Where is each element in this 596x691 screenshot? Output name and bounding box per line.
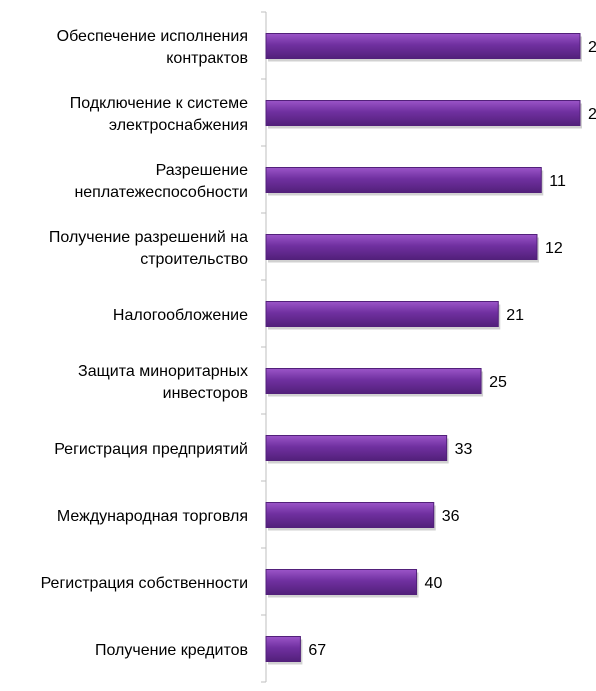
category-label: Подключение к системе электроснабжения (70, 95, 248, 134)
category-label: Международная торговля (57, 508, 248, 525)
data-label: 11 (549, 173, 566, 190)
data-label: 25 (489, 374, 507, 391)
category-label: Защита миноритарных инвесторов (78, 363, 248, 402)
category-label-line: Международная торговля (57, 508, 248, 525)
category-label: Разрешение неплатежеспособности (74, 162, 248, 201)
category-label: Обеспечение исполнения контрактов (57, 28, 248, 67)
category-label-line: Обеспечение исполнения (57, 28, 248, 45)
category-label: Получение разрешений на строительство (49, 229, 248, 268)
data-label: 36 (442, 508, 460, 525)
data-label: 21 (506, 307, 524, 324)
bar (265, 502, 435, 528)
category-label-line: Разрешение (156, 162, 249, 179)
data-label: 12 (545, 240, 563, 257)
category-label: Регистрация предприятий (54, 441, 248, 458)
category-label-line: Защита миноритарных (78, 363, 248, 380)
category-label-line: Регистрация предприятий (54, 441, 248, 458)
category-label-line: строительство (140, 251, 248, 268)
labels-layer: 2 Обеспечение исполнения контрактов 2 Подклю… (41, 28, 596, 659)
bar (265, 435, 448, 461)
category-label-line: Получение разрешений на (49, 229, 248, 246)
category-label-line: Регистрация собственности (41, 575, 248, 592)
data-label: 33 (455, 441, 473, 458)
bar (265, 100, 581, 126)
data-label: 67 (308, 642, 326, 659)
bar (265, 167, 542, 193)
bar (265, 234, 538, 260)
category-label-line: контрактов (166, 50, 248, 67)
bar (265, 368, 482, 394)
bar (265, 301, 499, 327)
category-label-line: инвесторов (163, 385, 248, 402)
category-label-line: Подключение к системе (70, 95, 248, 112)
bars-layer (265, 33, 582, 665)
category-label-line: электроснабжения (109, 117, 248, 134)
category-label-line: Налогообложение (113, 307, 248, 324)
category-label-line: неплатежеспособности (74, 184, 248, 201)
data-label: 40 (425, 575, 443, 592)
axis-layer (261, 11, 267, 683)
category-label: Получение кредитов (95, 642, 248, 659)
bar (265, 636, 301, 662)
category-label: Регистрация собственности (41, 575, 248, 592)
category-label-line: Получение кредитов (95, 642, 248, 659)
data-label: 2 (588, 106, 596, 123)
data-label: 2 (588, 39, 596, 56)
bar (265, 33, 581, 59)
category-label: Налогообложение (113, 307, 248, 324)
bar (265, 569, 418, 595)
